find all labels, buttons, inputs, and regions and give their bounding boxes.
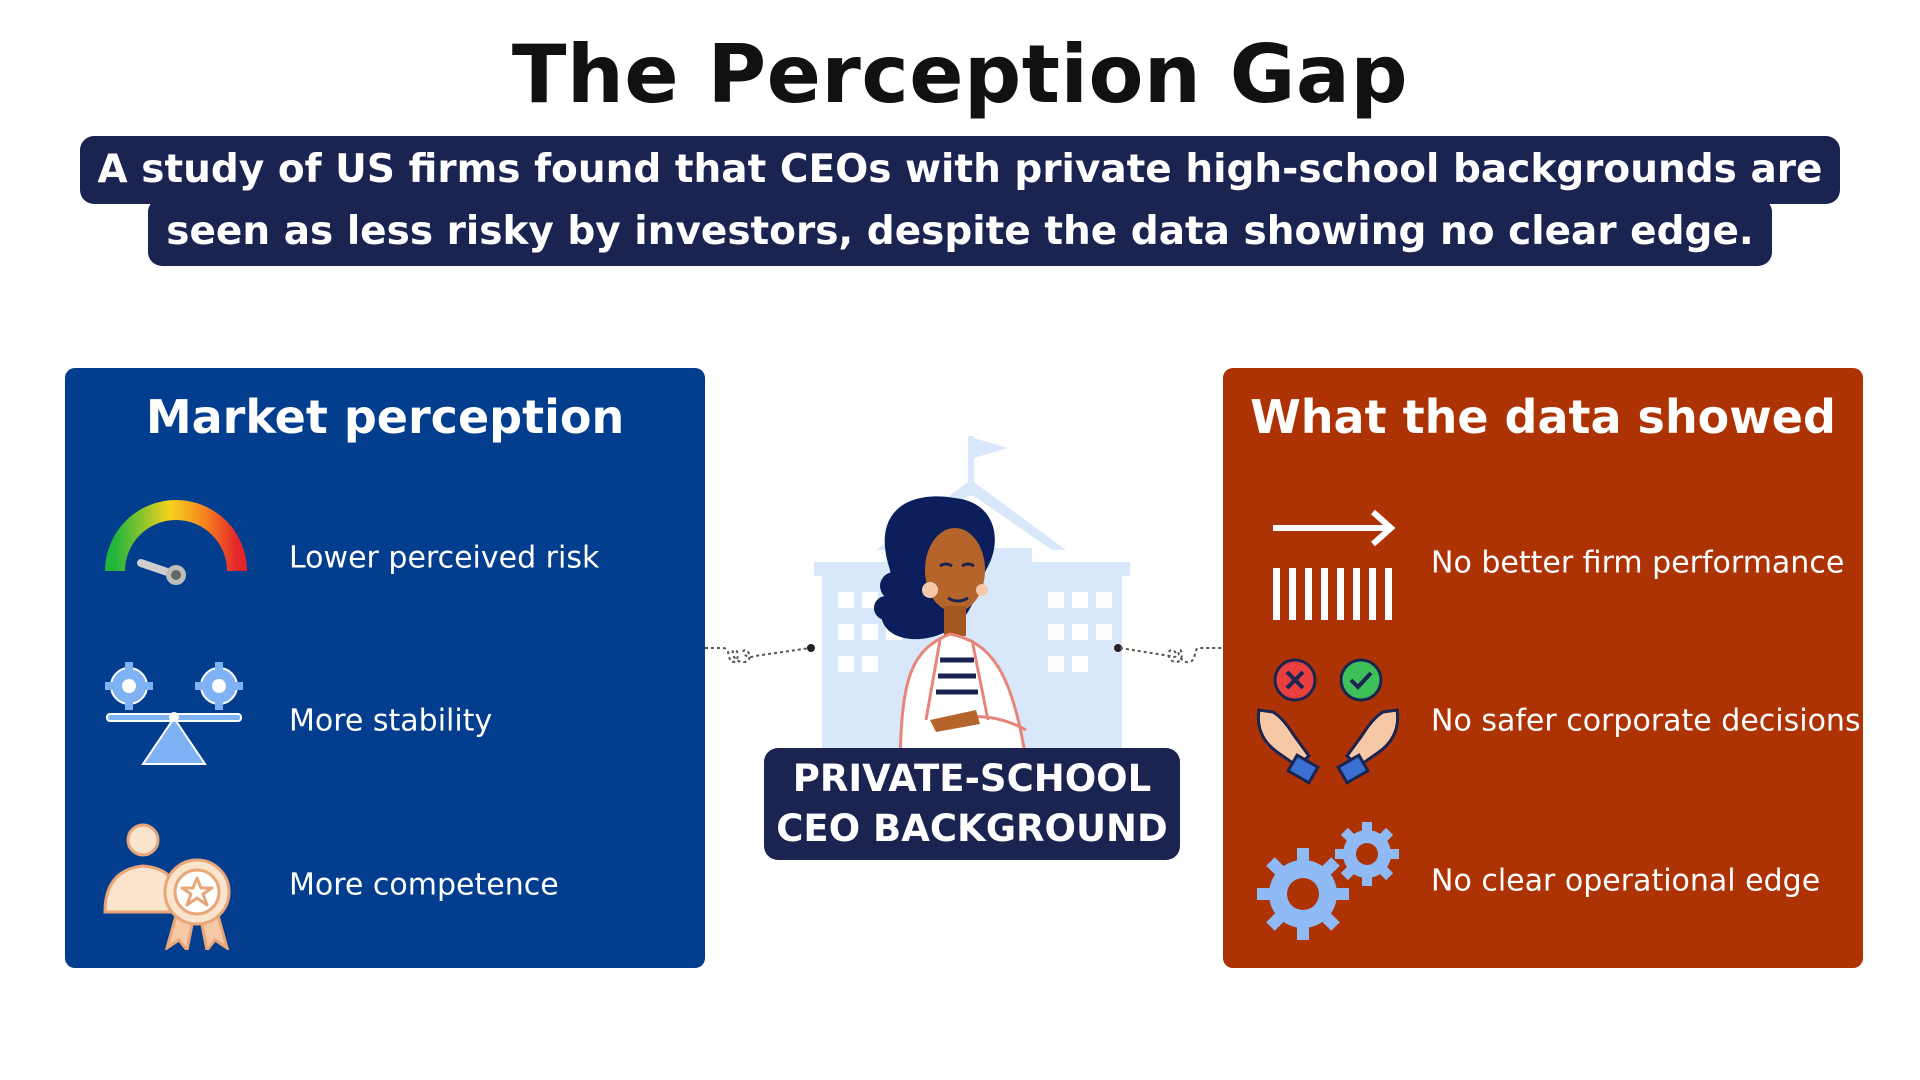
lower-risk-label: Lower perceived risk [289, 540, 600, 576]
market-perception-panel: Market perception Lower perceived risk [65, 368, 705, 968]
firm-performance-item: No better firm performance [1223, 498, 1863, 628]
balance-gears-icon [101, 656, 251, 786]
right-connector [1114, 644, 1225, 664]
operational-edge-label: No clear operational edge [1431, 863, 1821, 899]
person-award-icon [101, 820, 251, 954]
stability-item: More stability [65, 656, 705, 786]
page-title: The Perception Gap [511, 28, 1409, 121]
firm-performance-label: No better firm performance [1431, 545, 1845, 581]
corporate-decisions-label: No safer corporate decisions [1431, 703, 1861, 739]
risk-gauge-icon [101, 493, 251, 623]
subtitle-line-2: seen as less risky by investors, despite… [148, 198, 1772, 266]
gears-icon [1253, 816, 1403, 946]
ceo-background-badge: PRIVATE-SCHOOL CEO BACKGROUND [764, 748, 1180, 860]
data-showed-title: What the data showed [1250, 390, 1836, 444]
data-showed-panel: What the data showed No better firm perf… [1223, 368, 1863, 968]
left-connector [705, 644, 815, 664]
corporate-decisions-item: No safer corporate decisions [1223, 656, 1863, 786]
lower-risk-item: Lower perceived risk [65, 493, 705, 623]
competence-item: More competence [65, 820, 705, 954]
hands-check-cross-icon [1253, 656, 1403, 786]
market-perception-title: Market perception [145, 390, 625, 444]
subtitle: A study of US firms found that CEOs with… [0, 136, 1920, 266]
woman-school-illustration [790, 420, 1130, 762]
subtitle-line-1: A study of US firms found that CEOs with… [79, 136, 1841, 204]
arrow-lines-icon [1253, 498, 1403, 628]
competence-label: More competence [289, 867, 559, 903]
stability-label: More stability [289, 703, 493, 739]
badge-line-2: CEO BACKGROUND [776, 807, 1168, 850]
operational-edge-item: No clear operational edge [1223, 816, 1863, 946]
badge-line-1: PRIVATE-SCHOOL [792, 757, 1152, 800]
